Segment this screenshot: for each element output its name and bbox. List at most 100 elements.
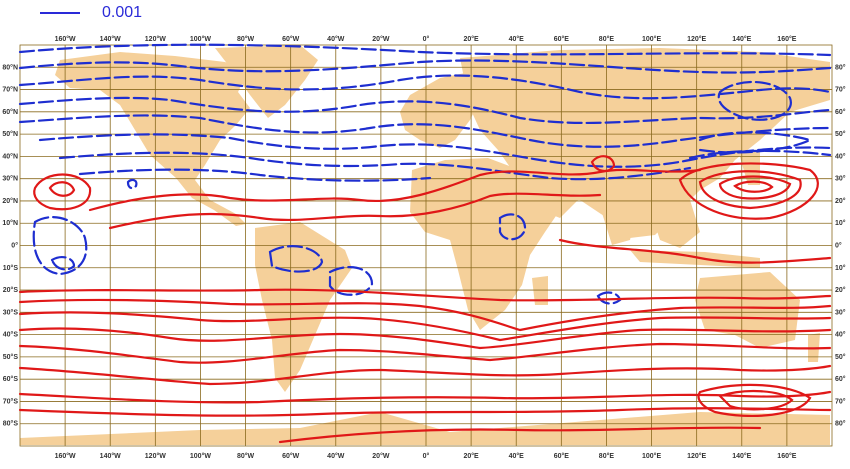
lat-tick-label-right: 70° <box>835 397 846 405</box>
lon-tick-label-top: 140°W <box>100 35 121 43</box>
lat-tick-label-right: 50° <box>835 353 846 361</box>
lat-tick-label-right: 10° <box>835 264 846 272</box>
lon-tick-label-top: 100°W <box>190 35 211 43</box>
lat-tick-label-right: 0° <box>835 242 842 250</box>
lon-tick-label-bottom: 60°E <box>554 452 570 460</box>
neg-contour-north-8 <box>78 168 432 182</box>
lat-tick-label-left: 80°S <box>3 420 19 428</box>
neg-contour-north-3 <box>18 74 832 100</box>
latitude-labels-right: 80° 70° 60° 50° 40° 30° 20° 10° 0° 10° 20° 30° 40° 50… <box>835 63 846 427</box>
lon-tick-label-bottom: 140°W <box>100 452 121 460</box>
lat-tick-label-left: 70°S <box>3 397 19 405</box>
japan <box>738 150 760 185</box>
lon-tick-label-top: 160°W <box>55 35 76 43</box>
lat-tick-label-left: 30°N <box>2 175 18 183</box>
positive-contours <box>18 155 832 444</box>
lon-tick-label-bottom: 120°E <box>687 452 706 460</box>
lon-tick-label-bottom: 20°W <box>372 452 390 460</box>
neg-contour-africa-loop <box>498 213 527 241</box>
pos-contour-south-2 <box>18 298 832 332</box>
pos-contour-west-pacific-loop1 <box>678 162 819 220</box>
lon-tick-label-bottom: 60°W <box>282 452 300 460</box>
lat-tick-label-left: 0° <box>11 242 18 250</box>
lat-tick-label-right: 10° <box>835 219 846 227</box>
longitude-labels-bottom: 160°W 140°W 120°W 100°W 80°W 60°W 40°W 20°W 0° 20… <box>55 452 797 460</box>
legend-value: 0.001 <box>102 4 143 21</box>
neg-contour-asia-3 <box>688 149 832 160</box>
neg-contour-north-1 <box>18 43 832 57</box>
southeast-asia <box>650 200 700 248</box>
land-masses <box>20 45 830 445</box>
lon-tick-label-bottom: 120°W <box>145 452 166 460</box>
india <box>598 198 640 245</box>
lon-tick-label-top: 120°W <box>145 35 166 43</box>
pos-contour-south-6 <box>18 364 832 386</box>
lat-tick-label-right: 80° <box>835 420 846 428</box>
pos-contour-south-7 <box>18 390 832 404</box>
lon-tick-label-top: 40°W <box>327 35 345 43</box>
legend-line-sample <box>40 12 80 14</box>
lon-tick-label-top: 20°E <box>463 35 479 43</box>
madagascar <box>532 276 548 305</box>
arabia <box>520 178 580 218</box>
neg-contour-america-loop <box>268 245 324 273</box>
lat-tick-label-left: 40°S <box>3 331 19 339</box>
negative-contours <box>18 43 832 305</box>
lat-tick-label-left: 10°S <box>3 264 19 272</box>
longitude-labels-top: 160°W 140°W 120°W 100°W 80°W 60°W 40°W 20°W 0° 20… <box>55 35 797 43</box>
lon-tick-label-top: 20°W <box>372 35 390 43</box>
neg-contour-north-2 <box>18 59 832 74</box>
pos-contour-west-pacific-loop4 <box>733 180 774 193</box>
lat-tick-label-left: 10°N <box>2 219 18 227</box>
lon-tick-label-bottom: 20°E <box>463 452 479 460</box>
lon-tick-label-top: 0° <box>423 35 430 43</box>
lat-tick-label-right: 70° <box>835 86 846 94</box>
pos-contour-south-3 <box>18 311 832 342</box>
neg-contour-small-1 <box>126 178 138 190</box>
neg-contour-north-5 <box>18 114 832 148</box>
lon-tick-label-top: 100°E <box>642 35 661 43</box>
lon-tick-label-top: 160°E <box>777 35 796 43</box>
lon-tick-label-bottom: 0° <box>423 452 430 460</box>
north-america <box>55 52 250 226</box>
pos-contour-asia-small <box>590 155 616 172</box>
lon-tick-label-top: 80°W <box>237 35 255 43</box>
pos-contour-south-5 <box>18 342 832 364</box>
legend: 0.001 <box>40 2 142 24</box>
lon-tick-label-top: 120°E <box>687 35 706 43</box>
lat-tick-label-right: 50° <box>835 130 846 138</box>
neg-contour-pacific-loop <box>32 216 88 276</box>
neg-contour-pacific-inner <box>50 256 76 271</box>
neg-contour-north-6 <box>38 133 832 168</box>
lon-tick-label-bottom: 100°E <box>642 452 661 460</box>
lat-tick-label-left: 20°N <box>2 197 18 205</box>
lat-tick-label-left: 50°S <box>3 353 19 361</box>
lat-tick-label-right: 30° <box>835 308 846 316</box>
lon-tick-label-top: 140°E <box>732 35 751 43</box>
lat-tick-label-right: 30° <box>835 175 846 183</box>
lon-tick-label-top: 80°E <box>599 35 615 43</box>
lon-tick-label-bottom: 160°W <box>55 452 76 460</box>
latitude-labels-left: 80°N 70°N 60°N 50°N 40°N 30°N 20°N 10°N 0° 10°S 20… <box>2 63 18 427</box>
lon-tick-label-bottom: 80°E <box>599 452 615 460</box>
lon-tick-label-top: 60°E <box>554 35 570 43</box>
pos-contour-indian-loop-inner <box>717 389 794 411</box>
pos-contour-west-pacific-loop2 <box>698 170 802 210</box>
lat-tick-label-left: 60°S <box>3 375 19 383</box>
pos-contour-pacific-loop-inner <box>48 181 76 197</box>
lon-tick-label-bottom: 40°E <box>509 452 525 460</box>
lat-tick-label-left: 60°N <box>2 108 18 116</box>
lat-tick-label-left: 30°S <box>3 308 19 316</box>
lat-tick-label-right: 80° <box>835 63 846 71</box>
neg-contour-north-7 <box>58 151 692 181</box>
lon-tick-label-top: 60°W <box>282 35 300 43</box>
lon-tick-label-bottom: 40°W <box>327 452 345 460</box>
lon-tick-label-bottom: 160°E <box>777 452 796 460</box>
lon-tick-label-bottom: 100°W <box>190 452 211 460</box>
lat-tick-label-left: 50°N <box>2 130 18 138</box>
pos-contour-south-1 <box>18 288 832 302</box>
pos-contour-south-9 <box>278 426 762 444</box>
lon-tick-label-bottom: 140°E <box>732 452 751 460</box>
lat-tick-label-right: 20° <box>835 286 846 294</box>
